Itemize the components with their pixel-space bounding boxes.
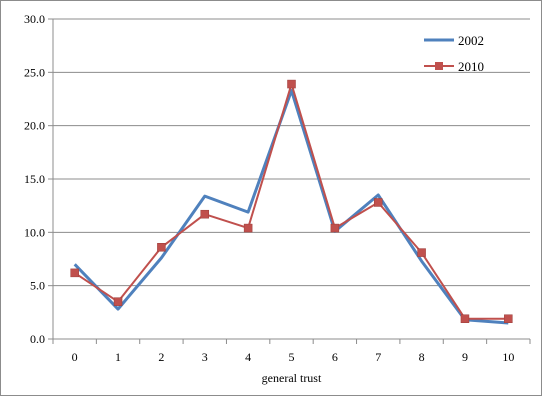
x-tick-labels: 0 1 2 3 4 5 6 7 8 9 10 <box>72 350 515 364</box>
gridlines <box>48 18 530 340</box>
y-tick-label-6: 30.0 <box>24 12 45 26</box>
x-tick-label-9: 9 <box>462 350 468 364</box>
y-tick-label-5: 25.0 <box>24 65 45 79</box>
y-tick-label-1: 5.0 <box>30 279 45 293</box>
series-line-2002 <box>73 89 509 325</box>
legend-label-2010: 2010 <box>458 59 484 74</box>
point-2010-8 <box>417 248 426 257</box>
x-tick-label-4: 4 <box>245 350 251 364</box>
point-2010-4 <box>243 223 253 233</box>
point-2010-10 <box>504 314 513 323</box>
legend: 2002 2010 <box>424 33 484 74</box>
point-2010-2 <box>157 243 166 252</box>
point-2010-1 <box>113 297 123 306</box>
point-2010-0 <box>70 268 79 278</box>
point-2010-6 <box>330 223 340 233</box>
x-tick-label-6: 6 <box>332 350 338 364</box>
y-tick-labels: 0.0 5.0 10.0 15.0 20.0 25.0 30.0 <box>24 12 45 346</box>
x-tick-label-2: 2 <box>158 350 164 364</box>
axes <box>52 19 531 344</box>
point-2010-3 <box>200 209 210 219</box>
x-axis-title: general trust <box>262 371 322 385</box>
legend-marker-2010 <box>435 62 443 70</box>
x-tick-label-3: 3 <box>202 350 208 364</box>
series-layer <box>70 79 513 325</box>
x-tick-label-8: 8 <box>419 350 425 364</box>
point-2010-5 <box>287 79 296 89</box>
x-tick-label-1: 1 <box>115 350 121 364</box>
y-tick-label-2: 10.0 <box>24 225 45 239</box>
x-tick-label-10: 10 <box>502 350 514 364</box>
y-tick-label-3: 15.0 <box>24 172 45 186</box>
x-tick-label-0: 0 <box>72 350 78 364</box>
x-tick-label-7: 7 <box>375 350 381 364</box>
y-tick-label-4: 20.0 <box>24 119 45 133</box>
x-tick-label-5: 5 <box>289 350 295 364</box>
legend-label-2002: 2002 <box>458 33 484 48</box>
point-2010-7 <box>373 198 383 207</box>
y-tick-label-0: 0.0 <box>30 332 45 346</box>
point-2010-9 <box>460 314 470 323</box>
